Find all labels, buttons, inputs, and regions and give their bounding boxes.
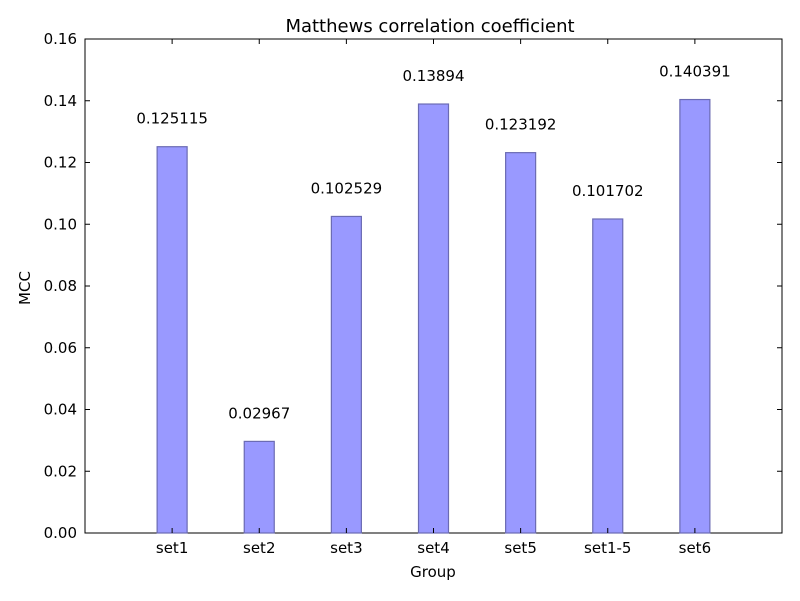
y-axis: 0.00 0.02 0.04 0.06 0.08 0.10 0.12 0.14 0.16	[44, 30, 782, 542]
x-tick-label-set2: set2	[243, 539, 275, 557]
x-tick-label-set5: set5	[504, 539, 536, 557]
x-tick-label-set4: set4	[417, 539, 449, 557]
x-tick-label-set1: set1	[156, 539, 188, 557]
data-label-set2: 0.02967	[228, 404, 290, 422]
x-tick-label-set3: set3	[330, 539, 362, 557]
x-tick-label-set6: set6	[679, 539, 711, 557]
bar-set5	[505, 152, 537, 534]
x-axis: set1 set2 set3 set4 set5 set1-5 set6	[156, 39, 711, 557]
data-label-set6: 0.140391	[659, 63, 731, 81]
y-tick-label-0.06: 0.06	[44, 339, 77, 357]
y-axis-label: MCC	[16, 271, 34, 305]
y-tick-label-0.10: 0.10	[44, 215, 77, 233]
y-tick-label-0.02: 0.02	[44, 462, 77, 480]
bar-set1	[156, 146, 188, 534]
data-label-set1: 0.125115	[136, 110, 208, 128]
bar-set3	[330, 215, 362, 534]
y-tick-label-0.00: 0.00	[44, 524, 77, 542]
data-label-set3: 0.102529	[311, 179, 383, 197]
x-tick-label-set1-5: set1-5	[584, 539, 631, 557]
y-tick-label-0.16: 0.16	[44, 30, 77, 48]
bar-set6	[679, 98, 711, 534]
bars-layer	[156, 98, 711, 534]
chart-title: Matthews correlation coefficient	[285, 16, 574, 37]
y-tick-label-0.12: 0.12	[44, 154, 77, 172]
bar-set1-5	[592, 218, 624, 534]
x-axis-label: Group	[410, 563, 456, 581]
data-label-set4: 0.13894	[402, 67, 464, 85]
data-label-set5: 0.123192	[485, 116, 557, 134]
y-tick-label-0.14: 0.14	[44, 92, 77, 110]
bar-set4	[417, 103, 450, 534]
y-tick-label-0.04: 0.04	[44, 401, 77, 419]
bar-set2	[243, 440, 275, 534]
data-label-set1-5: 0.101702	[572, 182, 644, 200]
data-labels-layer: 0.125115 0.02967 0.102529 0.13894 0.123192 0.…	[136, 63, 730, 423]
y-tick-label-0.08: 0.08	[44, 277, 77, 295]
